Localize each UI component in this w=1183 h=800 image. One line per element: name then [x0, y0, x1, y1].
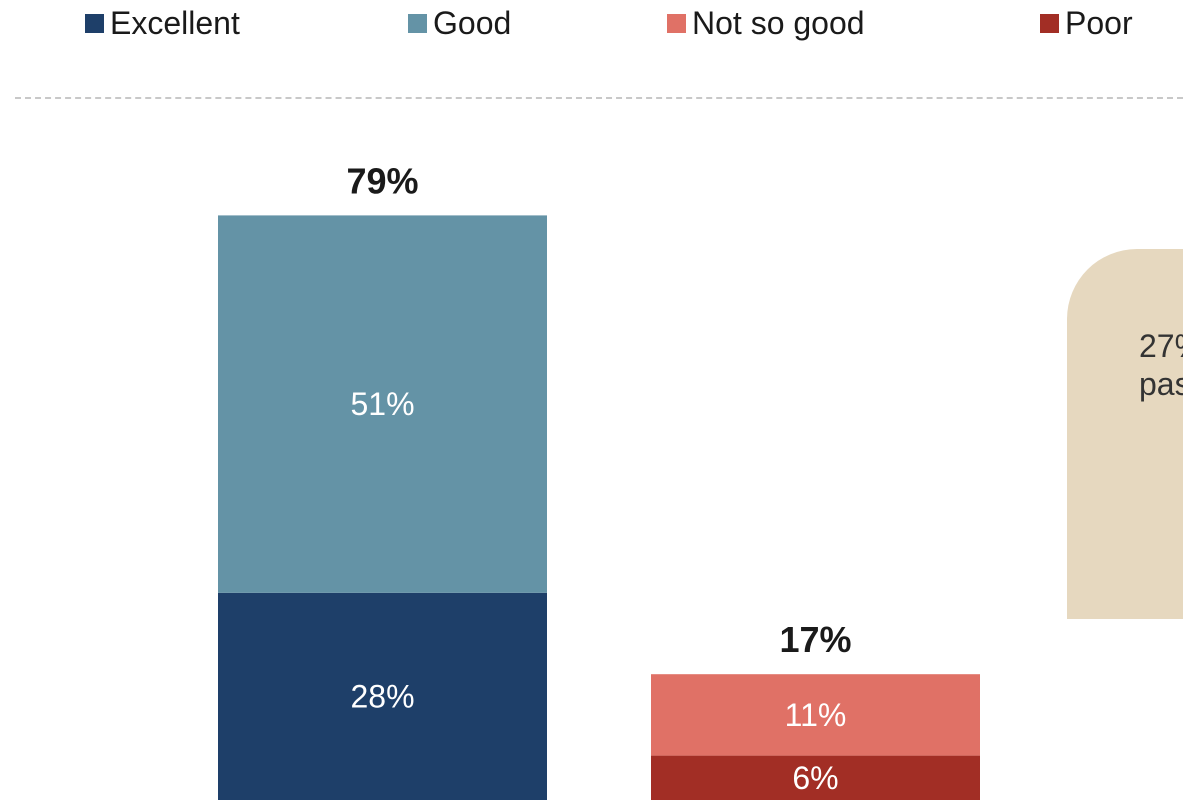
bar-2-segment-label-not-so-good: 11%	[785, 697, 847, 733]
legend-item-excellent: Excellent	[85, 3, 240, 43]
callout-text: 27% the fan at pas	[1139, 328, 1183, 402]
bar-2-segment-label-poor: 6%	[792, 760, 838, 796]
legend-item-good: Good	[408, 3, 511, 43]
legend-label-excellent: Excellent	[110, 5, 240, 41]
legend-swatch-good	[408, 13, 427, 33]
bar-2-total-label: 17%	[779, 619, 851, 660]
legend-swatch-not-so-good	[667, 13, 686, 33]
callout-box: 27% the fan at pas	[1067, 249, 1183, 619]
legend-label-poor: Poor	[1065, 5, 1133, 41]
bar-1-segment-good	[218, 215, 547, 593]
bar-2-segment-poor	[651, 755, 980, 800]
legend-label-not-so-good: Not so good	[692, 5, 865, 41]
bar-1-segment-label-excellent: 28%	[350, 678, 414, 714]
bar-2-segment-not-so-good	[651, 674, 980, 756]
bar-1-total-label: 79%	[346, 160, 418, 201]
legend-item-not-so-good: Not so good	[667, 3, 865, 43]
legend-swatch-poor	[1040, 13, 1059, 33]
bar-1-segment-excellent	[218, 592, 547, 800]
legend-swatch-excellent	[85, 13, 104, 33]
legend-item-poor: Poor	[1040, 3, 1133, 43]
legend: Excellent Good Not so good Poor	[0, 0, 1183, 50]
legend-label-good: Good	[433, 5, 512, 41]
bar-1-segment-label-good: 51%	[350, 386, 414, 422]
divider	[15, 97, 1183, 99]
